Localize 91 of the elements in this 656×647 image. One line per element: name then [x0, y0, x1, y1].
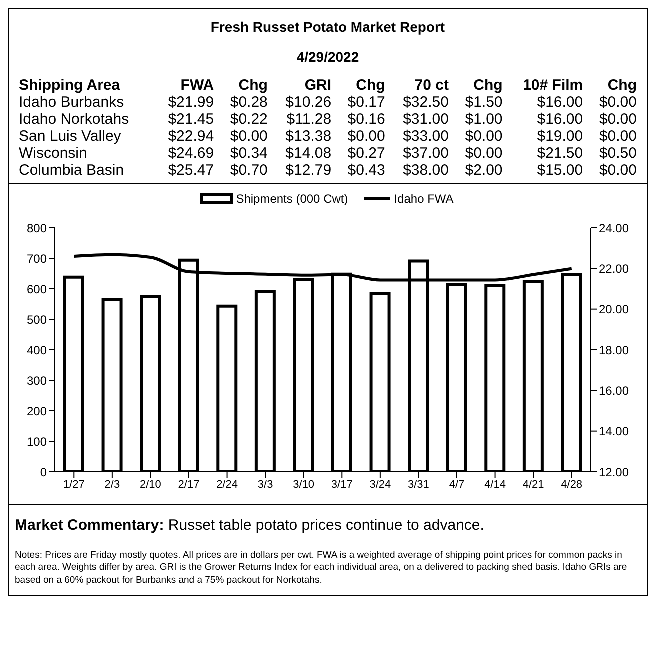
- text: $16.00: [536, 94, 584, 111]
- y-tick-label: 500: [26, 312, 48, 327]
- text: $0.00: [598, 162, 638, 179]
- text: $11.28: [286, 111, 333, 128]
- text: $0.00: [598, 94, 638, 111]
- category-label: 10# Film: [522, 77, 584, 94]
- x-tick-label: 3/17: [331, 478, 353, 491]
- text: $0.70: [229, 162, 269, 179]
- text: Fresh Russet Potato Market Report: [210, 19, 446, 35]
- text: $12.79: [284, 162, 333, 179]
- text: $0.16: [346, 111, 386, 128]
- x-tick-label: 1/27: [63, 478, 85, 491]
- text: $25.47: [167, 162, 216, 179]
- text: $33.00: [402, 128, 450, 145]
- y2-tick-label: 14.00: [599, 424, 630, 439]
- category-label: Chg: [606, 77, 638, 94]
- legend-label: Shipments (000 Cwt): [236, 192, 348, 206]
- category-label: GRI: [304, 77, 333, 94]
- text: Columbia Basin: [18, 162, 126, 179]
- y-tick-label: 800: [26, 221, 48, 236]
- legend-label: Idaho FWA: [394, 192, 454, 206]
- text: $24.69: [167, 145, 216, 162]
- text: $31.00: [402, 111, 450, 128]
- text: $0.27: [346, 145, 386, 162]
- text: $13.38: [284, 128, 333, 145]
- text: $0.50: [598, 145, 638, 162]
- text: $0.28: [229, 94, 269, 111]
- x-tick-label: 2/10: [140, 478, 162, 491]
- text: $22.94: [167, 128, 216, 145]
- text: Idaho Burbanks: [18, 94, 126, 111]
- text: $2.00: [464, 162, 504, 179]
- text: $0.00: [598, 128, 638, 145]
- text: $15.00: [536, 162, 584, 179]
- text: $0.43: [346, 162, 386, 179]
- y-tick-label: 100: [26, 434, 48, 449]
- x-tick-label: 2/24: [216, 478, 238, 491]
- text: Market Commentary:: [15, 517, 164, 534]
- text: $19.00: [536, 128, 584, 145]
- category-label: Chg: [472, 77, 504, 94]
- text: 4/29/2022: [296, 49, 360, 65]
- category-label: Shipping Area: [18, 77, 122, 94]
- text: $14.08: [284, 145, 333, 162]
- text: Notes: Prices are Friday mostly quotes. All prices are in dollars per cwt. FWA is a weighted average of shipping point prices for common packs in each area. Weights differ by area. GRI is the Grower Returns Index for each individual area, on a delivered to packing shed basis. Idaho GRIs are based on a 60% packout for Burbanks and a 75% packout for Norkotahs.: [14, 549, 628, 588]
- y-tick-label: 700: [26, 252, 48, 266]
- y-tick-label: 300: [26, 374, 48, 388]
- text: $32.50: [402, 94, 450, 111]
- x-tick-label: 3/3: [258, 478, 274, 491]
- text: $0.00: [464, 145, 504, 162]
- y2-tick-label: 20.00: [599, 302, 630, 317]
- x-tick-label: 3/24: [370, 478, 392, 491]
- text: Idaho Norkotahs: [18, 111, 130, 128]
- x-tick-label: 4/14: [484, 478, 506, 491]
- category-label: 70 ct: [414, 77, 450, 94]
- y-tick-label: 600: [26, 282, 48, 296]
- category-label: Chg: [355, 77, 386, 94]
- text: $1.00: [464, 111, 504, 128]
- text: $0.34: [229, 145, 269, 162]
- text: $0.00: [346, 128, 386, 145]
- text: $16.00: [536, 111, 584, 128]
- text: $0.00: [464, 128, 504, 145]
- y-tick-label: 200: [26, 404, 48, 418]
- y2-tick-label: 16.00: [599, 384, 630, 398]
- x-tick-label: 2/17: [178, 478, 200, 491]
- x-tick-label: 4/21: [522, 478, 544, 491]
- text: $0.17: [346, 94, 386, 111]
- text: Wisconsin: [18, 145, 88, 162]
- y2-tick-label: 18.00: [599, 343, 630, 358]
- y2-tick-label: 24.00: [599, 221, 630, 236]
- text: $0.00: [229, 128, 269, 145]
- category-label: FWA: [180, 77, 216, 94]
- y-tick-label: 400: [26, 343, 48, 358]
- text: Russet table potato prices continue to advance.: [168, 517, 484, 534]
- text: $38.00: [402, 162, 450, 179]
- x-tick-label: 3/31: [408, 478, 430, 491]
- x-tick-label: 4/7: [449, 478, 465, 491]
- text: $10.26: [284, 94, 333, 111]
- y2-tick-label: 12.00: [599, 465, 630, 480]
- y-tick-label: 0: [40, 465, 48, 480]
- x-tick-label: 4/28: [561, 478, 583, 491]
- text: $0.00: [598, 111, 638, 128]
- text: $37.00: [402, 145, 450, 162]
- text: $1.50: [464, 94, 504, 111]
- x-tick-label: 2/3: [104, 478, 120, 491]
- y2-tick-label: 22.00: [599, 262, 630, 276]
- text: San Luis Valley: [18, 128, 122, 145]
- x-tick-label: 3/10: [293, 478, 315, 491]
- category-label: Chg: [238, 77, 269, 94]
- text: $21.50: [536, 145, 584, 162]
- text: $21.45: [167, 111, 216, 128]
- text: $0.22: [229, 111, 269, 128]
- text: $21.99: [167, 94, 216, 111]
